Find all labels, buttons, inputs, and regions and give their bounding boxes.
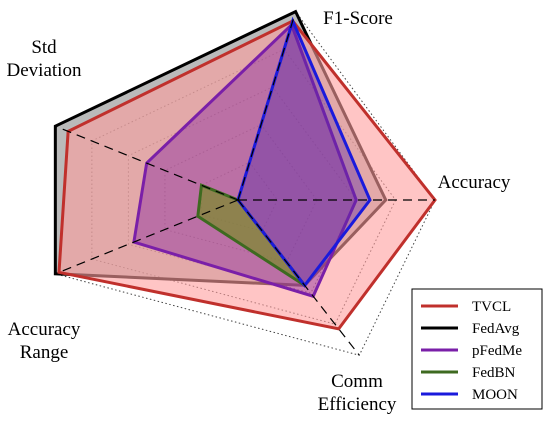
axis-label-f1-score: F1-Score [323, 8, 393, 29]
radar-series [53, 9, 437, 331]
axis-label-accuracy: Accuracy [438, 172, 511, 193]
series-pfedme-polygon [132, 22, 358, 299]
legend-label: FedBN [472, 365, 516, 381]
axis-label-comm-efficiency: Comm Efficiency [318, 371, 397, 415]
axis-spoke [237, 11, 297, 201]
legend-item-fedavg: FedAvg [421, 321, 520, 337]
axis-spoke [55, 199, 239, 275]
radar-axis-labels: Accuracy Comm Efficiency Accuracy Range Std De… [7, 8, 511, 415]
legend-label: pFedMe [472, 343, 522, 359]
legend-item-fedbn: FedBN [421, 365, 516, 381]
legend-item-tvcl: TVCL [421, 299, 511, 315]
legend-label: MOON [472, 387, 518, 403]
axis-spoke [55, 125, 239, 201]
axis-spoke [237, 199, 360, 356]
legend-label: FedAvg [472, 321, 520, 337]
legend-item-pfedme: pFedMe [421, 343, 522, 359]
radar-spokes [55, 11, 435, 356]
legend-item-moon: MOON [421, 387, 518, 403]
legend: TVCL FedAvg pFedMe FedBN MOON [411, 288, 543, 410]
legend-label: TVCL [472, 299, 511, 315]
axis-label-accuracy-range: Accuracy Range [8, 319, 81, 363]
axis-label-std-deviation: Std Deviation [7, 37, 82, 81]
